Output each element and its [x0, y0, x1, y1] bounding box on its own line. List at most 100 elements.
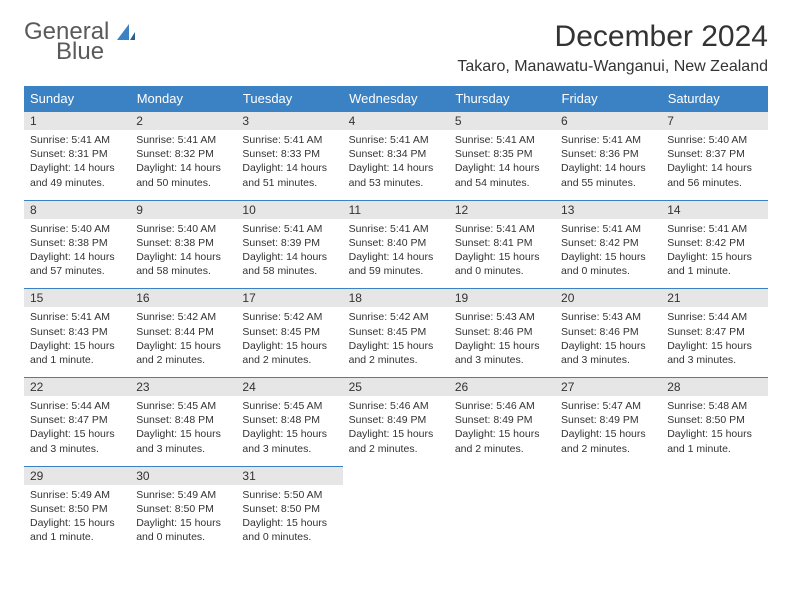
sunset-line: Sunset: 8:35 PM [455, 147, 549, 161]
daylight-line: Daylight: 15 hours and 0 minutes. [242, 516, 336, 544]
day-detail: Sunrise: 5:40 AMSunset: 8:38 PMDaylight:… [24, 219, 130, 289]
daylight-line: Daylight: 15 hours and 3 minutes. [455, 339, 549, 367]
sunrise-line: Sunrise: 5:41 AM [349, 133, 443, 147]
day-number [449, 466, 555, 485]
day-detail [343, 485, 449, 555]
sunset-line: Sunset: 8:37 PM [667, 147, 761, 161]
day-number: 20 [555, 289, 661, 308]
daylight-line: Daylight: 15 hours and 2 minutes. [349, 339, 443, 367]
day-number: 3 [236, 112, 342, 131]
day-detail [555, 485, 661, 555]
sunrise-line: Sunrise: 5:46 AM [455, 399, 549, 413]
sunrise-line: Sunrise: 5:48 AM [667, 399, 761, 413]
day-number: 17 [236, 289, 342, 308]
day-detail: Sunrise: 5:46 AMSunset: 8:49 PMDaylight:… [449, 396, 555, 466]
day-number: 11 [343, 200, 449, 219]
sunset-line: Sunset: 8:50 PM [30, 502, 124, 516]
col-mon: Monday [130, 86, 236, 112]
sunrise-line: Sunrise: 5:41 AM [667, 222, 761, 236]
day-number [661, 466, 767, 485]
sunset-line: Sunset: 8:46 PM [455, 325, 549, 339]
sunset-line: Sunset: 8:50 PM [242, 502, 336, 516]
sunset-line: Sunset: 8:32 PM [136, 147, 230, 161]
day-detail: Sunrise: 5:42 AMSunset: 8:44 PMDaylight:… [130, 307, 236, 377]
sunset-line: Sunset: 8:38 PM [30, 236, 124, 250]
sunset-line: Sunset: 8:49 PM [349, 413, 443, 427]
sunrise-line: Sunrise: 5:41 AM [242, 133, 336, 147]
day-detail: Sunrise: 5:41 AMSunset: 8:32 PMDaylight:… [130, 130, 236, 200]
daylight-line: Daylight: 15 hours and 2 minutes. [242, 339, 336, 367]
sunrise-line: Sunrise: 5:49 AM [136, 488, 230, 502]
sunrise-line: Sunrise: 5:41 AM [455, 133, 549, 147]
day-detail-row: Sunrise: 5:41 AMSunset: 8:43 PMDaylight:… [24, 307, 768, 377]
day-detail-row: Sunrise: 5:44 AMSunset: 8:47 PMDaylight:… [24, 396, 768, 466]
sunset-line: Sunset: 8:33 PM [242, 147, 336, 161]
sunrise-line: Sunrise: 5:41 AM [455, 222, 549, 236]
sunset-line: Sunset: 8:36 PM [561, 147, 655, 161]
sunset-line: Sunset: 8:41 PM [455, 236, 549, 250]
daylight-line: Daylight: 15 hours and 2 minutes. [136, 339, 230, 367]
day-number: 29 [24, 466, 130, 485]
col-wed: Wednesday [343, 86, 449, 112]
day-detail [449, 485, 555, 555]
day-number: 4 [343, 112, 449, 131]
day-number-row: 891011121314 [24, 200, 768, 219]
day-detail [661, 485, 767, 555]
day-detail: Sunrise: 5:41 AMSunset: 8:36 PMDaylight:… [555, 130, 661, 200]
daylight-line: Daylight: 14 hours and 50 minutes. [136, 161, 230, 189]
day-number: 1 [24, 112, 130, 131]
day-number: 7 [661, 112, 767, 131]
day-number: 5 [449, 112, 555, 131]
sunrise-line: Sunrise: 5:41 AM [242, 222, 336, 236]
daylight-line: Daylight: 15 hours and 3 minutes. [667, 339, 761, 367]
sunrise-line: Sunrise: 5:44 AM [667, 310, 761, 324]
day-number: 15 [24, 289, 130, 308]
day-detail: Sunrise: 5:47 AMSunset: 8:49 PMDaylight:… [555, 396, 661, 466]
col-thu: Thursday [449, 86, 555, 112]
sunrise-line: Sunrise: 5:41 AM [561, 133, 655, 147]
day-number: 6 [555, 112, 661, 131]
day-number: 19 [449, 289, 555, 308]
day-detail: Sunrise: 5:49 AMSunset: 8:50 PMDaylight:… [24, 485, 130, 555]
day-detail: Sunrise: 5:41 AMSunset: 8:40 PMDaylight:… [343, 219, 449, 289]
sunset-line: Sunset: 8:39 PM [242, 236, 336, 250]
daylight-line: Daylight: 15 hours and 1 minute. [667, 427, 761, 455]
sunset-line: Sunset: 8:50 PM [136, 502, 230, 516]
day-number: 24 [236, 378, 342, 397]
day-number [343, 466, 449, 485]
sunrise-line: Sunrise: 5:47 AM [561, 399, 655, 413]
sunset-line: Sunset: 8:45 PM [242, 325, 336, 339]
sunrise-line: Sunrise: 5:45 AM [242, 399, 336, 413]
sunrise-line: Sunrise: 5:41 AM [136, 133, 230, 147]
day-detail-row: Sunrise: 5:40 AMSunset: 8:38 PMDaylight:… [24, 219, 768, 289]
col-sat: Saturday [661, 86, 767, 112]
daylight-line: Daylight: 14 hours and 56 minutes. [667, 161, 761, 189]
day-number-row: 15161718192021 [24, 289, 768, 308]
day-number: 8 [24, 200, 130, 219]
col-fri: Friday [555, 86, 661, 112]
day-number: 16 [130, 289, 236, 308]
day-number-row: 293031 [24, 466, 768, 485]
sunset-line: Sunset: 8:44 PM [136, 325, 230, 339]
daylight-line: Daylight: 14 hours and 51 minutes. [242, 161, 336, 189]
month-title: December 2024 [457, 20, 768, 54]
daylight-line: Daylight: 15 hours and 0 minutes. [136, 516, 230, 544]
day-number: 28 [661, 378, 767, 397]
daylight-line: Daylight: 14 hours and 55 minutes. [561, 161, 655, 189]
day-detail-row: Sunrise: 5:49 AMSunset: 8:50 PMDaylight:… [24, 485, 768, 555]
sunset-line: Sunset: 8:40 PM [349, 236, 443, 250]
location: Takaro, Manawatu-Wanganui, New Zealand [457, 58, 768, 76]
sunset-line: Sunset: 8:34 PM [349, 147, 443, 161]
day-number-row: 1234567 [24, 112, 768, 131]
daylight-line: Daylight: 14 hours and 53 minutes. [349, 161, 443, 189]
sunset-line: Sunset: 8:49 PM [561, 413, 655, 427]
day-number: 31 [236, 466, 342, 485]
day-detail: Sunrise: 5:41 AMSunset: 8:35 PMDaylight:… [449, 130, 555, 200]
logo: General Blue [24, 20, 137, 64]
day-detail-row: Sunrise: 5:41 AMSunset: 8:31 PMDaylight:… [24, 130, 768, 200]
day-detail: Sunrise: 5:46 AMSunset: 8:49 PMDaylight:… [343, 396, 449, 466]
day-header-row: Sunday Monday Tuesday Wednesday Thursday… [24, 86, 768, 112]
day-detail: Sunrise: 5:42 AMSunset: 8:45 PMDaylight:… [236, 307, 342, 377]
sunrise-line: Sunrise: 5:42 AM [349, 310, 443, 324]
col-tue: Tuesday [236, 86, 342, 112]
